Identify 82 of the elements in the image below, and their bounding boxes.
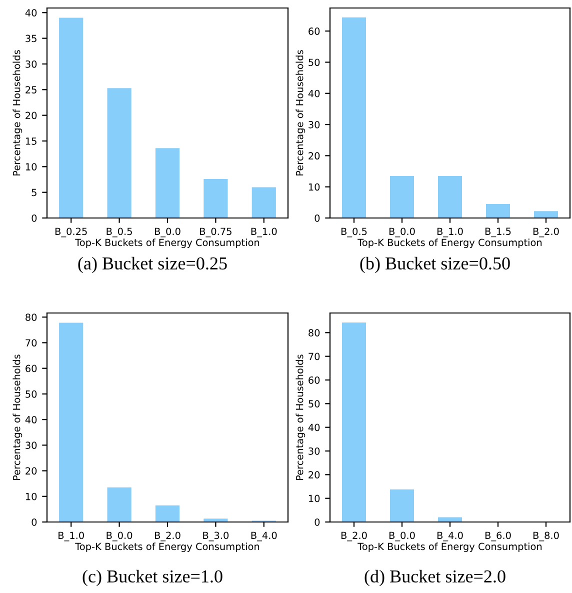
y-tick-label: 0: [32, 518, 37, 526]
x-tick-label: B_1.0: [251, 228, 277, 238]
bar: [59, 18, 84, 218]
y-tick-label: 50: [308, 58, 320, 66]
y-tick-label: 80: [308, 329, 320, 336]
x-tick-label: B_1.0: [58, 532, 84, 542]
x-tick-label: B_1.0: [437, 228, 463, 238]
y-tick-label: 15: [26, 138, 36, 145]
bar: [438, 176, 462, 218]
x-tick-label: B_0.0: [106, 532, 132, 542]
y-tick-label: 20: [308, 471, 320, 478]
y-tick-label: 30: [26, 442, 37, 449]
y-tick-label: 20: [308, 152, 320, 160]
bar: [59, 322, 84, 522]
y-tick-label: 70: [26, 339, 37, 347]
y-tick-label: 50: [308, 400, 320, 408]
y-tick-label: 40: [308, 90, 320, 98]
x-tick-label: B_8.0: [533, 532, 559, 542]
y-tick-label: 60: [26, 364, 37, 372]
bar: [252, 187, 276, 218]
bar: [390, 176, 414, 218]
y-axis-title: Percentage of Households: [12, 354, 22, 480]
y-tick-label: 30: [308, 447, 320, 455]
bar: [204, 518, 228, 522]
y-tick-label: 40: [25, 9, 37, 16]
x-axis-title: Top-K Buckets of Energy Consumption: [358, 542, 542, 552]
bar: [204, 178, 228, 218]
bar: [155, 505, 180, 522]
y-axis-title: Percentage of Households: [296, 50, 306, 176]
y-axis-title: Percentage of Households: [296, 354, 306, 480]
y-tick-label: 80: [26, 314, 37, 321]
x-tick-label: B_2.0: [341, 532, 367, 542]
y-tick-label: 60: [308, 28, 320, 35]
x-axis-title: Top-K Buckets of Energy Consumption: [75, 542, 260, 552]
y-tick-label: 35: [26, 34, 36, 42]
x-tick-label: B_3.0: [203, 532, 229, 542]
y-tick-label: 70: [308, 352, 320, 360]
y-tick-label: 10: [308, 494, 320, 502]
y-tick-label: 10: [308, 183, 320, 191]
x-tick-label: B_0.0: [389, 228, 415, 238]
x-tick-label: B_2.0: [533, 228, 559, 238]
x-tick-label: B_4.0: [437, 532, 463, 542]
y-tick-label: 20: [26, 112, 37, 120]
y-tick-label: 40: [308, 424, 320, 432]
x-tick-label: B_0.75: [200, 228, 232, 238]
bar: [107, 487, 132, 522]
x-tick-label: B_0.0: [154, 228, 180, 238]
y-tick-label: 0: [314, 214, 320, 222]
x-tick-label: B_0.25: [55, 228, 87, 238]
text: (c) Bucket size=1.0: [82, 570, 222, 586]
y-tick-label: 5: [32, 188, 36, 196]
y-tick-label: 0: [314, 518, 320, 526]
y-tick-label: 60: [308, 376, 320, 384]
text: (b) Bucket size=0.50: [360, 256, 510, 274]
bar: [342, 17, 366, 218]
bar: [155, 148, 180, 218]
y-tick-label: 20: [26, 467, 37, 475]
x-tick-label: B_0.5: [341, 228, 367, 238]
text: (d) Bucket size=2.0: [364, 570, 506, 586]
bar: [534, 211, 558, 218]
bar: [390, 489, 414, 522]
bar: [107, 88, 132, 218]
y-tick-label: 30: [308, 121, 320, 128]
x-tick-label: B_0.5: [106, 228, 132, 238]
x-tick-label: B_2.0: [154, 532, 180, 542]
y-tick-label: 40: [25, 416, 37, 424]
y-tick-label: 10: [26, 492, 37, 500]
y-tick-label: 10: [26, 163, 37, 170]
bar: [342, 322, 366, 522]
bar: [486, 204, 510, 218]
x-tick-label: B_0.0: [389, 532, 415, 542]
x-axis-title: Top-K Buckets of Energy Consumption: [358, 238, 542, 248]
text: (a) Bucket size=0.25: [78, 256, 227, 274]
x-axis-title: Top-K Buckets of Energy Consumption: [75, 238, 260, 248]
y-tick-label: 0: [32, 214, 37, 222]
y-tick-label: 25: [26, 86, 36, 94]
y-tick-label: 50: [26, 390, 37, 398]
x-tick-label: B_4.0: [251, 532, 277, 542]
y-tick-label: 30: [26, 60, 37, 68]
x-tick-label: B_1.5: [485, 228, 511, 238]
y-axis-title: Percentage of Households: [12, 50, 22, 176]
x-tick-label: B_6.0: [485, 532, 511, 542]
